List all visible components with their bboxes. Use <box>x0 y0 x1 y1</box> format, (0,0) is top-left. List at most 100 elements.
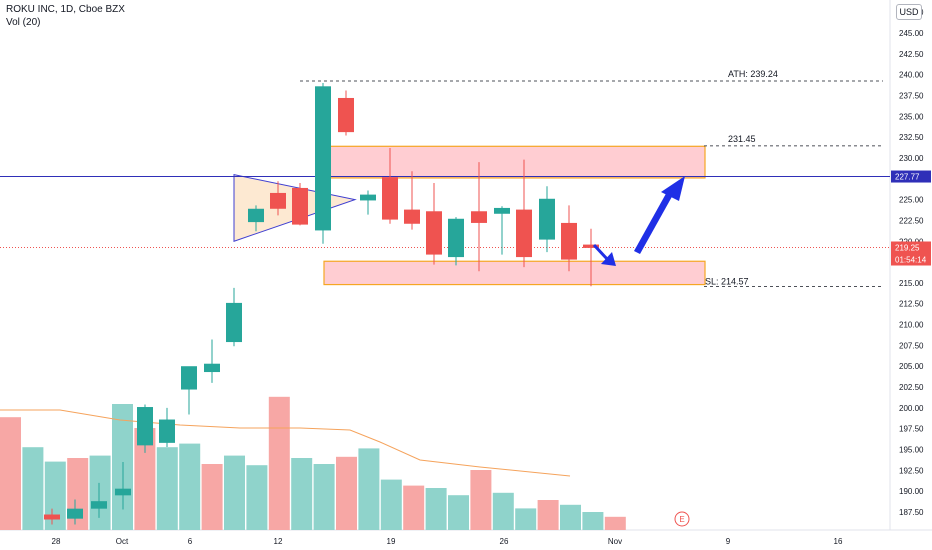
up-arrow-head <box>661 176 685 201</box>
resistance-zone <box>323 145 706 179</box>
volume-ma-line <box>0 409 571 477</box>
volume-bar <box>604 516 626 530</box>
volume-bar <box>134 428 156 530</box>
earnings-marker[interactable]: E <box>674 511 690 527</box>
candle-body <box>292 187 308 225</box>
candle-body <box>44 514 60 520</box>
candle-body <box>181 366 197 390</box>
candle-body <box>516 209 532 258</box>
price-tick-label: 245.00 <box>899 29 924 38</box>
volume-bar <box>492 492 514 530</box>
time-tick-label: 16 <box>834 537 843 546</box>
time-tick-label: 12 <box>274 537 283 546</box>
candle-body <box>471 211 487 223</box>
volume-bar <box>44 461 66 530</box>
volume-bar <box>0 417 21 530</box>
volume-bar <box>358 448 380 530</box>
countdown-badge: 01:54:14 <box>895 256 927 265</box>
candle-body <box>91 501 107 509</box>
volume-bar <box>470 470 492 530</box>
price-tick-label: 207.50 <box>899 341 924 350</box>
volume-bars <box>0 396 626 530</box>
price-tick-label: 195.00 <box>899 446 924 455</box>
stop-loss-label: SL: 214.57 <box>705 276 749 286</box>
down-arrow-shaft <box>592 243 610 262</box>
volume-indicator-label[interactable]: Vol (20) <box>6 17 41 28</box>
projection-arrows <box>592 176 685 266</box>
volume-bar <box>560 504 581 530</box>
price-tick-label: 200.00 <box>899 404 924 413</box>
time-tick-label: 26 <box>500 537 509 546</box>
time-tick-label: 9 <box>726 537 731 546</box>
candle-body <box>539 198 555 240</box>
currency-button[interactable]: USD <box>896 4 922 20</box>
volume-bar <box>67 458 89 530</box>
volume-bar <box>313 464 335 530</box>
price-tick-label: 192.50 <box>899 466 924 475</box>
candle-body <box>426 211 442 255</box>
candle-body <box>494 207 510 214</box>
candlesticks <box>44 82 599 525</box>
candle-body <box>137 407 153 446</box>
symbol-title: ROKU INC, 1D, Cboe BZX <box>6 4 125 15</box>
price-tick-label: 232.50 <box>899 133 924 142</box>
volume-bar <box>224 455 245 530</box>
volume-bar <box>201 464 223 530</box>
candle-body <box>226 302 242 343</box>
candle-body <box>248 208 264 223</box>
price-tick-label: 187.50 <box>899 508 924 517</box>
price-tick-label: 240.00 <box>899 71 924 80</box>
candle-body <box>204 363 220 373</box>
price-tick-label: 190.00 <box>899 487 924 496</box>
candle-body <box>448 218 464 258</box>
time-tick-label: 6 <box>188 537 193 546</box>
price-tick-label: 230.00 <box>899 154 924 163</box>
volume-bar <box>22 447 44 530</box>
candle-body <box>67 508 83 519</box>
price-tick-label: 222.50 <box>899 216 924 225</box>
price-tick-label: 215.00 <box>899 279 924 288</box>
time-tick-label: Nov <box>608 537 622 546</box>
volume-bar <box>448 495 469 530</box>
volume-bar <box>537 500 559 530</box>
candle-body <box>115 488 131 496</box>
volume-bar <box>268 396 290 530</box>
candle-body <box>270 192 286 209</box>
price-tick-label: 197.50 <box>899 425 924 434</box>
volume-bar <box>156 447 178 530</box>
price-tick-label: 212.50 <box>899 300 924 309</box>
last-price-badge: 219.25 <box>895 244 920 253</box>
candle-body <box>382 177 398 220</box>
down-arrow-head <box>601 252 616 266</box>
support-zone <box>323 260 706 286</box>
time-axis[interactable]: 28 Oct 6 12 19 26 Nov 9 16 <box>52 537 843 546</box>
price-tick-label: 202.50 <box>899 383 924 392</box>
earnings-letter: E <box>679 515 684 524</box>
price-tick-label: 225.00 <box>899 196 924 205</box>
candle-body <box>315 86 331 231</box>
up-arrow-shaft <box>634 190 674 254</box>
price-tick-label: 210.00 <box>899 321 924 330</box>
volume-bar <box>89 455 111 530</box>
price-tick-label: 205.00 <box>899 362 924 371</box>
candle-body <box>159 419 175 443</box>
volume-bar <box>336 456 357 530</box>
ath-label: ATH: 239.24 <box>728 69 778 79</box>
candle-body <box>360 194 376 201</box>
time-tick-label: Oct <box>116 537 129 546</box>
volume-bar <box>291 458 313 530</box>
candle-body <box>583 244 599 248</box>
time-tick-label: 28 <box>52 537 61 546</box>
price-tick-label: 242.50 <box>899 50 924 59</box>
target-label: 231.45 <box>728 134 756 144</box>
volume-bar <box>403 485 425 530</box>
price-badges: 227.77 219.25 01:54:14 <box>891 170 931 266</box>
volume-bar <box>425 488 447 530</box>
price-tick-label: 237.50 <box>899 91 924 100</box>
volume-bar <box>515 508 537 530</box>
volume-bar <box>246 465 268 530</box>
volume-bar <box>179 443 201 530</box>
candle-body <box>338 97 354 133</box>
volume-bar <box>380 479 402 530</box>
